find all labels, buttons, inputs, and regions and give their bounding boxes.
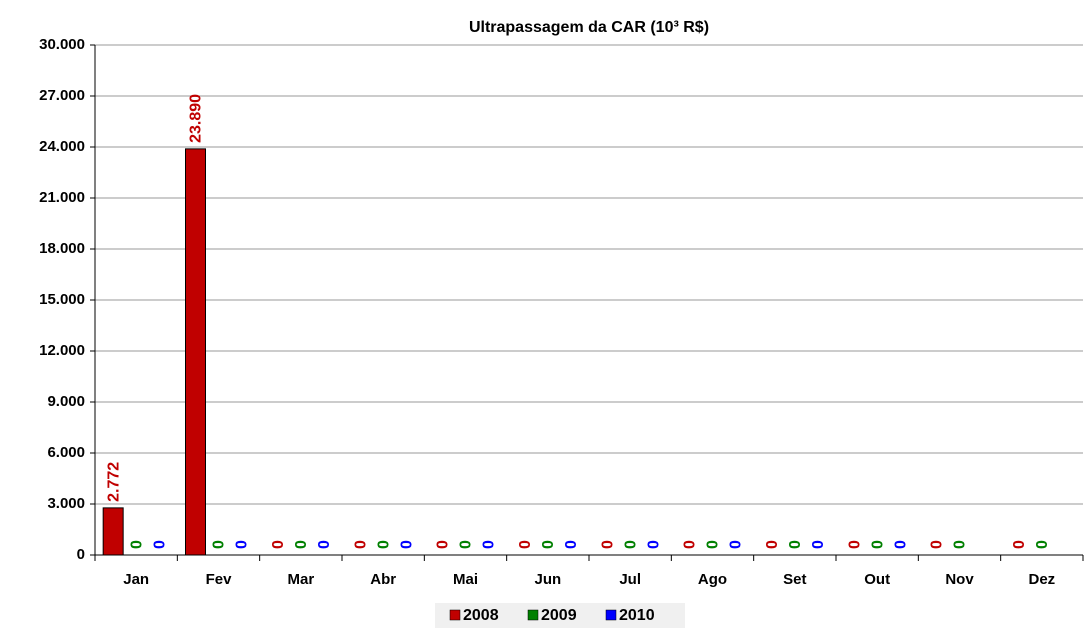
value-label: 0 [128,540,145,549]
legend-box [435,603,685,628]
x-tick-label: Set [783,571,806,588]
legend-label: 2008 [463,607,499,624]
value-label: 0 [211,540,228,549]
x-tick-label: Abr [370,571,396,588]
value-label: 0 [682,540,699,549]
value-label: 0 [645,540,662,549]
value-label: 0 [234,540,251,549]
legend-swatch [527,609,539,621]
y-tick-label: 6.000 [47,444,85,461]
value-label: 0 [810,540,827,549]
y-tick-label: 18.000 [39,240,85,257]
legend-swatch [449,609,461,621]
legend-swatch [605,609,617,621]
value-label: 0 [787,540,804,549]
y-tick-label: 21.000 [39,189,85,206]
value-label: 0 [293,540,310,549]
x-tick-label: Jun [534,571,561,588]
y-tick-label: 12.000 [39,342,85,359]
value-label: 2.772 [105,462,122,502]
value-label: 0 [705,540,722,549]
value-label: 0 [1011,540,1028,549]
value-label: 0 [952,540,969,549]
value-label: 0 [517,540,534,549]
value-label: 0 [481,540,498,549]
y-tick-label: 3.000 [47,495,85,512]
y-tick-label: 0 [77,546,85,563]
legend: 2008 2009 2010 [435,603,685,628]
x-tick-label: Jul [619,571,641,588]
value-label: 0 [352,540,369,549]
value-label: 0 [458,540,475,549]
value-label: 0 [151,540,168,549]
value-label: 0 [398,540,415,549]
value-label: 0 [869,540,886,549]
value-label: 0 [599,540,616,549]
value-label: 0 [892,540,909,549]
legend-label: 2009 [541,607,577,624]
x-tick-label: Mar [287,571,314,588]
value-label: 23.890 [188,94,205,143]
value-label: 0 [270,540,287,549]
value-label: 0 [764,540,781,549]
bar [185,148,206,556]
x-tick-label: Jan [123,571,149,588]
x-tick-label: Fev [206,571,233,588]
y-tick-label: 27.000 [39,87,85,104]
legend-label: 2010 [619,607,655,624]
value-label: 0 [1034,540,1051,549]
value-label: 0 [435,540,452,549]
y-tick-label: 24.000 [39,138,85,155]
value-label: 0 [846,540,863,549]
bar [102,507,124,556]
value-label: 0 [929,540,946,549]
value-label: 0 [316,540,333,549]
value-label: 0 [728,540,745,549]
x-tick-label: Dez [1028,571,1055,588]
y-tick-label: 9.000 [47,393,85,410]
value-label: 0 [563,540,580,549]
x-tick-label: Mai [453,571,478,588]
x-tick-label: Ago [698,571,727,588]
value-label: 0 [375,540,392,549]
y-tick-label: 30.000 [39,36,85,53]
value-label: 0 [540,540,557,549]
value-label: 0 [622,540,639,549]
chart-title: Ultrapassagem da CAR (10³ R$) [469,19,709,36]
x-tick-label: Nov [945,571,974,588]
x-tick-label: Out [864,571,890,588]
y-tick-label: 15.000 [39,291,85,308]
